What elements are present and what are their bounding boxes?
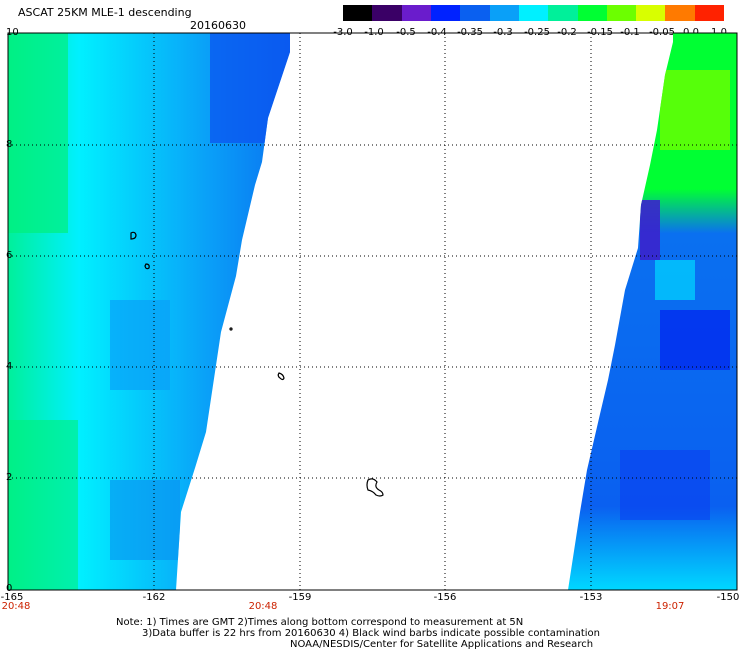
note-line: Note: 1) Times are GMT 2)Times along bot… — [116, 617, 524, 628]
colorbar-swatch — [401, 5, 431, 21]
island-outlines — [130, 231, 384, 497]
time-label: 20:48 — [1, 601, 31, 612]
colorbar-swatch — [606, 5, 637, 21]
colorbar-swatch — [343, 5, 373, 21]
colorbar-swatch — [548, 5, 578, 21]
colorbar-swatch — [518, 5, 549, 21]
right-swath — [568, 33, 737, 590]
x-tick-label: -165 — [0, 592, 24, 603]
time-label: 20:48 — [248, 601, 278, 612]
map-date: 20160630 — [190, 19, 246, 32]
map-frame — [7, 32, 738, 591]
colorbar-swatch — [460, 5, 490, 21]
y-tick-label: 8 — [6, 139, 13, 150]
x-tick-label: -150 — [716, 592, 740, 603]
x-tick-label: -153 — [579, 592, 603, 603]
map-title: ASCAT 25KM MLE-1 descending — [18, 6, 192, 19]
y-tick-label: 2 — [6, 472, 13, 483]
y-tick-label: 0 — [6, 583, 13, 594]
y-tick-label: 6 — [6, 250, 13, 261]
time-label: 19:07 — [655, 601, 685, 612]
x-tick-label: -156 — [433, 592, 457, 603]
colorbar-swatch — [665, 5, 695, 21]
colorbar-swatch — [372, 5, 402, 21]
y-tick-label: 4 — [6, 361, 13, 372]
graticule — [8, 33, 737, 590]
colorbar-swatch — [636, 5, 666, 21]
left-swath — [8, 33, 290, 590]
note-line: 3)Data buffer is 22 hrs from 20160630 4)… — [142, 628, 600, 639]
colorbar-swatch — [577, 5, 607, 21]
y-tick-label: 10 — [6, 27, 19, 38]
x-tick-label: -159 — [288, 592, 312, 603]
colorbar-swatch — [694, 5, 725, 21]
colorbar — [343, 5, 725, 21]
x-tick-label: -162 — [142, 592, 166, 603]
note-line: NOAA/NESDIS/Center for Satellite Applica… — [290, 639, 594, 650]
colorbar-swatch — [489, 5, 519, 21]
colorbar-swatch — [430, 5, 461, 21]
